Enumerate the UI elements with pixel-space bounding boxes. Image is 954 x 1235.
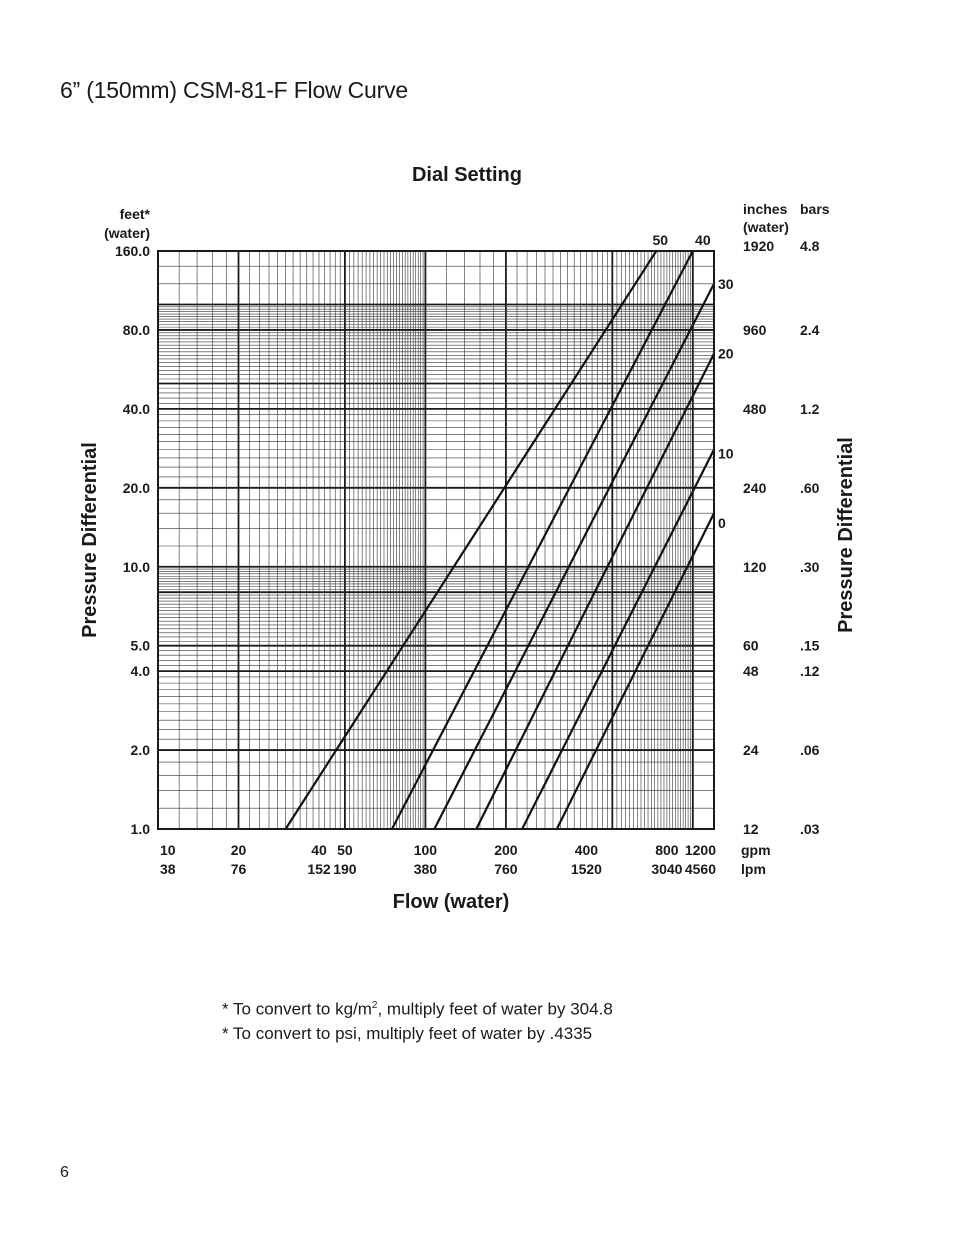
y-tick-inches: 24 — [743, 742, 759, 758]
y-tick-label: 4.0 — [131, 663, 151, 679]
y-tick-bars: .60 — [800, 480, 820, 496]
series-line-20 — [475, 352, 716, 831]
x-tick-lpm: 190 — [333, 861, 357, 877]
series-label-10: 10 — [718, 446, 734, 462]
y-tick-label: 2.0 — [131, 742, 151, 758]
y-tick-inches: 480 — [743, 401, 767, 417]
y-axis-title-left: Pressure Differential — [79, 442, 101, 638]
series-label-20: 20 — [718, 346, 734, 362]
y-tick-label: 20.0 — [123, 480, 150, 496]
y-tick-label: 80.0 — [123, 322, 150, 338]
y-tick-inches: 120 — [743, 559, 767, 575]
y-tick-bars: .30 — [800, 559, 820, 575]
x-tick-gpm: 200 — [494, 842, 518, 858]
series-line-50 — [284, 249, 658, 831]
y-tick-bars: 4.8 — [800, 238, 820, 254]
y-tick-bars: .12 — [800, 663, 820, 679]
y-tick-bars: 1.2 — [800, 401, 820, 417]
y-tick-inches: 12 — [743, 821, 759, 837]
footnote-kg: * To convert to kg/m2, multiply feet of … — [222, 994, 613, 1022]
y-tick-inches: 240 — [743, 480, 767, 496]
y-tick-bars: .03 — [800, 821, 820, 837]
x-tick-gpm: 1200 — [685, 842, 716, 858]
y-tick-bars: 2.4 — [800, 322, 820, 338]
y-tick-label: 40.0 — [123, 401, 150, 417]
x-tick-lpm: 3040 — [651, 861, 682, 877]
series-line-40 — [390, 249, 694, 831]
y-unit-bars: bars — [800, 201, 830, 217]
y-tick-label: 5.0 — [131, 638, 151, 654]
chart-title: Dial Setting — [411, 164, 522, 186]
page-number: 6 — [60, 1164, 69, 1181]
footnote-psi: * To convert to psi, multiply feet of wa… — [222, 1023, 593, 1043]
series-label-50: 50 — [652, 232, 668, 248]
x-tick-lpm: 4560 — [685, 861, 716, 877]
y-unit-feet: feet* — [120, 206, 151, 222]
y-tick-bars: .06 — [800, 742, 820, 758]
y-tick-label: 10.0 — [123, 559, 150, 575]
footnotes: * To convert to kg/m2, multiply feet of … — [222, 994, 613, 1046]
x-axis-title: Flow (water) — [393, 891, 510, 913]
x-unit-lpm: lpm — [741, 861, 766, 877]
series-label-40: 40 — [695, 232, 711, 248]
y-tick-inches: 960 — [743, 322, 767, 338]
y-unit-inches-water: (water) — [743, 219, 789, 235]
footnote-kg-text: * To convert to kg/m — [222, 999, 372, 1019]
y-tick-inches: 60 — [743, 638, 759, 654]
series-line-10 — [521, 448, 716, 831]
x-unit-gpm: gpm — [741, 842, 771, 858]
y-tick-label: 1.0 — [131, 821, 151, 837]
series-line-30 — [433, 282, 716, 831]
axis-labels: 160.0 1920 4.880.0 960 2.440.0 480 1.220.0 240.… — [79, 201, 857, 913]
y-tick-label: 160.0 — [115, 243, 150, 259]
y-tick-inches: 48 — [743, 663, 759, 679]
x-tick-gpm: 50 — [337, 842, 353, 858]
y-tick-bars: .15 — [800, 638, 820, 654]
series-label-30: 30 — [718, 276, 734, 292]
x-tick-lpm: 38 — [160, 861, 176, 877]
series-line-0 — [555, 512, 716, 831]
series-lines: 50 40 30 20 10 0 — [284, 232, 734, 831]
series-label-0: 0 — [718, 515, 726, 531]
y-unit-water: (water) — [104, 225, 150, 241]
x-tick-gpm: 20 — [231, 842, 247, 858]
x-tick-lpm: 152 — [307, 861, 331, 877]
y-tick-inches: 1920 — [743, 238, 774, 254]
page-title: 6” (150mm) CSM-81-F Flow Curve — [60, 77, 408, 103]
y-axis-title-right: Pressure Differential — [835, 437, 857, 633]
plot-frame — [157, 250, 715, 830]
x-tick-gpm: 40 — [311, 842, 327, 858]
footnote-kg-superscript: 2 — [371, 1000, 378, 1011]
x-tick-gpm: 400 — [575, 842, 599, 858]
x-tick-gpm: 10 — [160, 842, 176, 858]
x-tick-lpm: 380 — [414, 861, 438, 877]
x-tick-gpm: 800 — [655, 842, 679, 858]
x-tick-lpm: 760 — [494, 861, 518, 877]
x-tick-gpm: 100 — [414, 842, 438, 858]
x-tick-lpm: 1520 — [571, 861, 602, 877]
y-unit-inches: inches — [743, 201, 788, 217]
x-tick-lpm: 76 — [231, 861, 247, 877]
footnote-kg-text-end: , multiply feet of water by 304.8 — [377, 999, 613, 1019]
